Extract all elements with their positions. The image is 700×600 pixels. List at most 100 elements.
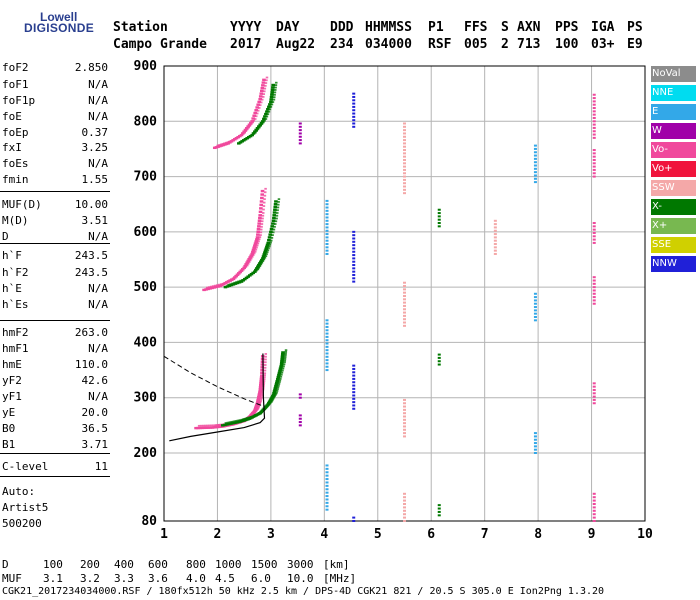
trace-point — [262, 78, 266, 82]
echo-dot — [592, 402, 596, 405]
echo-dot — [592, 123, 596, 126]
trace-point — [246, 275, 250, 278]
trace-point — [273, 203, 278, 206]
echo-dot — [325, 491, 329, 494]
echo-dot — [592, 172, 596, 175]
trace-point — [281, 369, 284, 372]
trace-point — [270, 91, 275, 94]
param-value: N/A — [88, 157, 108, 170]
echo-dot — [533, 147, 537, 150]
echo-dot — [403, 135, 406, 138]
echo-dot — [592, 392, 596, 395]
trace-point — [271, 219, 276, 222]
echo-dot — [533, 312, 537, 315]
echo-dot — [533, 157, 537, 160]
trace-point — [280, 359, 284, 363]
trace-point — [257, 238, 261, 241]
echo-dot — [325, 199, 329, 202]
trace-point — [249, 254, 253, 257]
echo-dot — [403, 516, 406, 519]
value-doy: 234 — [330, 37, 354, 52]
x-tick-label: 1 — [160, 527, 168, 542]
echo-dot — [437, 215, 441, 218]
echo-dot — [592, 395, 596, 398]
trace-point — [229, 422, 233, 425]
param-value: 243.5 — [74, 266, 108, 279]
trace-point — [253, 118, 257, 120]
trace-point — [209, 424, 213, 427]
trace-point — [276, 212, 279, 214]
echo-dot — [298, 142, 302, 145]
echo-dot — [592, 103, 596, 106]
trace-point — [230, 420, 234, 423]
trace-point — [260, 363, 265, 366]
value-ps: E9 — [627, 37, 643, 52]
param-label: fxI — [2, 141, 22, 154]
trace-point — [274, 220, 278, 223]
trace-point — [270, 93, 274, 96]
echo-dot — [437, 356, 441, 359]
trace-point — [260, 395, 263, 398]
echo-dot — [352, 102, 356, 105]
echo-dot — [403, 139, 406, 142]
echo-dot — [352, 364, 356, 367]
trace-point — [253, 250, 257, 253]
echo-dot — [403, 122, 406, 125]
echo-dot — [325, 339, 329, 342]
echo-dot — [403, 418, 406, 421]
trace-point — [265, 79, 268, 82]
param-label: hmF2 — [2, 326, 29, 339]
echo-dot — [592, 107, 596, 110]
muf-value: 3.3 — [114, 572, 134, 585]
trace-point — [262, 205, 266, 207]
trace-point — [259, 203, 264, 207]
trace-point — [255, 112, 259, 115]
trace-point — [272, 231, 275, 234]
param-label: M(D) — [2, 214, 29, 227]
echo-dot — [352, 381, 356, 384]
echo-dot — [592, 120, 596, 123]
param-label: foEs — [2, 157, 29, 170]
trace-point — [280, 358, 284, 361]
divider — [0, 320, 110, 321]
echo-dot — [592, 241, 596, 244]
trace-point — [266, 251, 269, 254]
echo-dot — [403, 308, 406, 311]
echo-dot — [403, 294, 406, 297]
trace-point — [242, 130, 246, 133]
value-p1: RSF — [428, 37, 452, 52]
echo-dot — [437, 225, 441, 228]
trace-point — [250, 252, 254, 256]
echo-dot — [325, 345, 329, 348]
param-row: foEs N/A — [2, 156, 108, 172]
echo-dot — [533, 302, 537, 305]
autoscaler-version: 500200 — [2, 517, 42, 530]
echo-dot — [592, 100, 596, 103]
trace-point — [249, 121, 253, 125]
trace-point — [256, 397, 261, 400]
trace-point — [208, 426, 212, 429]
trace-point — [284, 349, 288, 352]
trace-point — [256, 230, 260, 234]
echo-dot — [325, 369, 329, 372]
echo-dot — [493, 223, 497, 226]
trace-point — [276, 209, 279, 212]
trace-point — [272, 211, 277, 214]
trace-point — [254, 268, 258, 272]
trace-point — [259, 400, 262, 402]
echo-dot — [493, 226, 497, 229]
echo-dot — [592, 231, 596, 234]
trace-point — [274, 383, 279, 386]
trace-point — [258, 123, 262, 126]
echo-dot — [592, 152, 596, 155]
trace-point — [236, 419, 240, 422]
trace-point — [272, 98, 276, 101]
trace-point — [255, 126, 260, 130]
trace-point — [264, 191, 267, 194]
trace-point — [213, 284, 217, 287]
echo-dot — [352, 280, 356, 283]
header-day: DAY — [276, 20, 300, 35]
echo-dot — [325, 325, 329, 328]
trace-point — [269, 105, 273, 108]
x-tick-label: 10 — [637, 527, 653, 542]
